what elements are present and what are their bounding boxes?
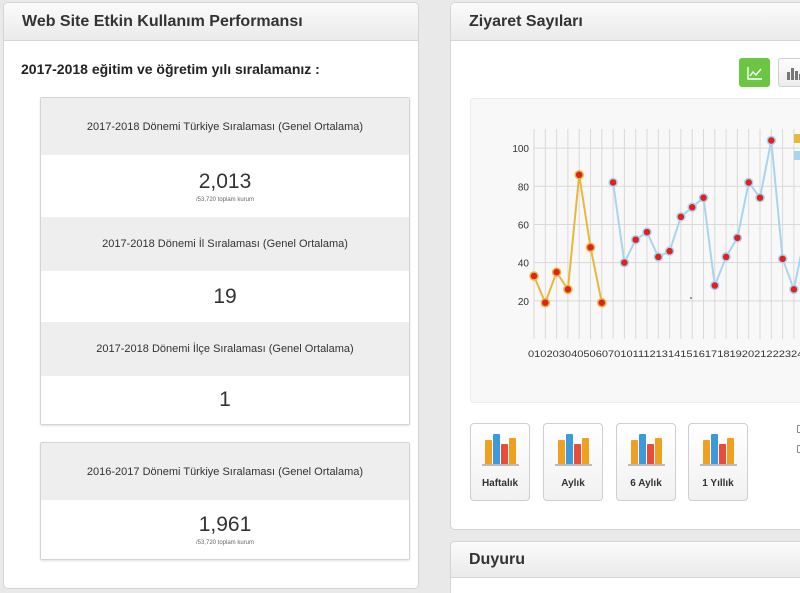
visits-panel-title: Ziyaret Sayıları: [469, 12, 583, 30]
x-tick-label: 0102030405060701011121314151617181920212…: [528, 349, 800, 360]
current-ranking-card: 2017-2018 Dönemi Türkiye Sıralaması (Gen…: [40, 97, 410, 425]
data-point: [710, 280, 720, 291]
bar-chart-button[interactable]: [778, 58, 800, 87]
option-checkbox[interactable]: [797, 425, 800, 433]
visits-panel-header: Ziyaret Sayıları: [451, 3, 800, 41]
data-point: [585, 242, 596, 253]
chart-dot: [690, 297, 692, 299]
line-chart-icon: [746, 66, 762, 80]
visits-chart-svg: 20 40 60 80 100 01020304050607010111213141516…: [512, 129, 800, 360]
series-line: [612, 140, 800, 293]
bar-chart-icon: [699, 434, 737, 466]
performance-panel-header: Web Site Etkin Kullanım Performansı: [4, 3, 418, 41]
province-ranking-body: 19: [41, 271, 409, 322]
province-ranking-label: 2017-2018 Dönemi İl Sıralaması (Genel Or…: [41, 217, 409, 271]
yearly-range-label: 1 Yıllık: [702, 478, 734, 489]
previous-ranking-card: 2016-2017 Dönemi Türkiye Sıralaması (Gen…: [40, 442, 410, 560]
turkey-ranking-value: 2,013: [198, 169, 252, 193]
y-tick-label: 40: [518, 259, 530, 270]
data-point: [597, 297, 607, 308]
data-point: [743, 177, 754, 188]
bar-chart-icon: [554, 434, 592, 466]
district-ranking-label: 2017-2018 Dönemi İlçe Sıralaması (Genel …: [41, 322, 409, 376]
previous-ranking-body: 1,961 /53,720 toplam kurum: [41, 500, 409, 559]
data-point: [563, 284, 573, 295]
y-tick-label: 20: [518, 297, 530, 308]
turkey-ranking-body: 2,013 /53,720 toplam kurum: [41, 155, 409, 217]
bar-chart-icon: [481, 434, 519, 466]
province-ranking-value: 19: [213, 284, 237, 308]
visits-panel: Ziyaret Sayıları 20 40 60 80 100 010203040506…: [450, 2, 800, 530]
data-point: [642, 227, 652, 237]
announcement-panel-title: Duyuru: [469, 550, 525, 568]
data-point: [755, 192, 765, 203]
data-point: [529, 271, 539, 281]
performance-panel: Web Site Etkin Kullanım Performansı 2017…: [3, 2, 419, 589]
yearly-range-button[interactable]: 1 Yıllık: [688, 423, 748, 501]
legend-swatch: [794, 134, 800, 143]
turkey-ranking-total: /53,720 toplam kurum: [195, 196, 255, 203]
data-point: [687, 202, 697, 213]
data-point: [630, 234, 641, 245]
data-point: [619, 257, 630, 268]
data-point: [676, 212, 686, 222]
visits-chart: 20 40 60 80 100 01020304050607010111213141516…: [470, 98, 800, 403]
bar-chart-icon: [627, 434, 665, 466]
data-point: [777, 254, 788, 264]
data-point: [574, 170, 584, 180]
weekly-range-button[interactable]: Haftalık: [470, 423, 530, 501]
district-ranking-body: 1: [41, 376, 409, 424]
previous-ranking-total: /53,720 toplam kurum: [195, 540, 255, 546]
data-point: [721, 252, 731, 262]
data-point: [789, 284, 799, 295]
bar-chart-icon: [786, 67, 800, 80]
option-checkbox[interactable]: [797, 445, 800, 453]
ranking-subtitle: 2017-2018 eğitim ve öğretim yılı sıralam…: [21, 61, 320, 77]
data-point: [653, 252, 664, 262]
data-point: [540, 297, 551, 308]
six-month-range-button[interactable]: 6 Aylık: [616, 423, 676, 501]
performance-panel-title: Web Site Etkin Kullanım Performansı: [22, 12, 303, 30]
monthly-range-button[interactable]: Aylık: [543, 423, 603, 501]
previous-ranking-value: 1,961: [198, 513, 252, 536]
monthly-range-label: Aylık: [561, 478, 585, 489]
line-chart-button[interactable]: [739, 58, 770, 87]
district-ranking-value: 1: [219, 388, 231, 411]
weekly-range-label: Haftalık: [481, 478, 519, 489]
y-tick-label: 80: [518, 182, 530, 193]
data-point: [608, 177, 618, 188]
announcement-panel-header: Duyuru: [451, 542, 800, 578]
six-month-range-label: 6 Aylık: [630, 478, 662, 489]
data-point: [664, 246, 675, 256]
y-tick-label: 100: [512, 144, 529, 155]
data-point: [551, 267, 562, 277]
data-point: [766, 135, 777, 146]
data-point: [732, 233, 743, 243]
y-tick-label: 60: [518, 220, 530, 231]
previous-ranking-label: 2016-2017 Dönemi Türkiye Sıralaması (Gen…: [41, 443, 409, 500]
announcement-panel: Duyuru: [450, 541, 800, 593]
data-point: [698, 192, 709, 203]
legend-swatch: [794, 151, 800, 160]
turkey-ranking-label: 2017-2018 Dönemi Türkiye Sıralaması (Gen…: [41, 98, 409, 155]
